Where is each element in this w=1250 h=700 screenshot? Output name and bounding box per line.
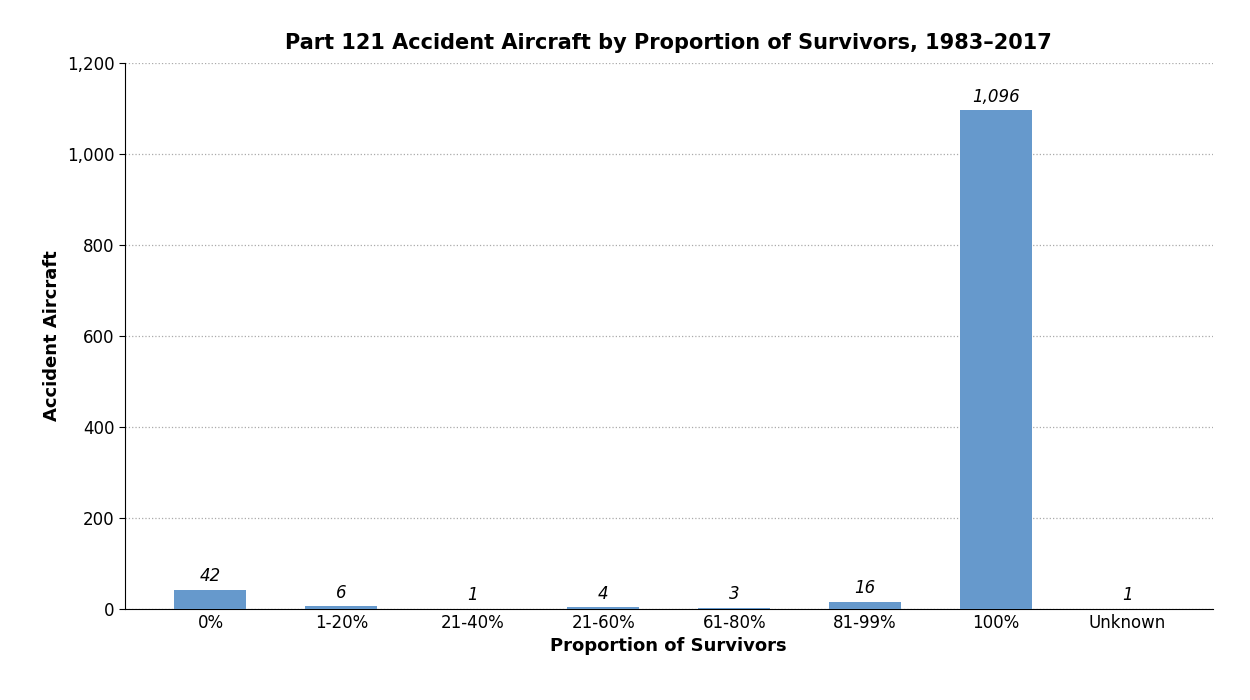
Text: 1: 1 xyxy=(468,586,478,604)
Text: 6: 6 xyxy=(336,584,346,602)
Text: 1: 1 xyxy=(1121,586,1132,604)
Bar xyxy=(175,590,246,609)
Text: 1,096: 1,096 xyxy=(972,88,1020,106)
Title: Part 121 Accident Aircraft by Proportion of Survivors, 1983–2017: Part 121 Accident Aircraft by Proportion… xyxy=(285,33,1052,53)
Bar xyxy=(699,608,770,609)
Y-axis label: Accident Aircraft: Accident Aircraft xyxy=(44,251,61,421)
X-axis label: Proportion of Survivors: Proportion of Survivors xyxy=(550,638,788,655)
Bar xyxy=(568,607,639,609)
Text: 3: 3 xyxy=(729,585,740,603)
Text: 42: 42 xyxy=(200,567,221,585)
Text: 16: 16 xyxy=(855,579,876,597)
Text: 4: 4 xyxy=(598,584,609,603)
Bar xyxy=(829,602,901,609)
Bar xyxy=(960,111,1032,609)
Bar xyxy=(305,606,378,609)
